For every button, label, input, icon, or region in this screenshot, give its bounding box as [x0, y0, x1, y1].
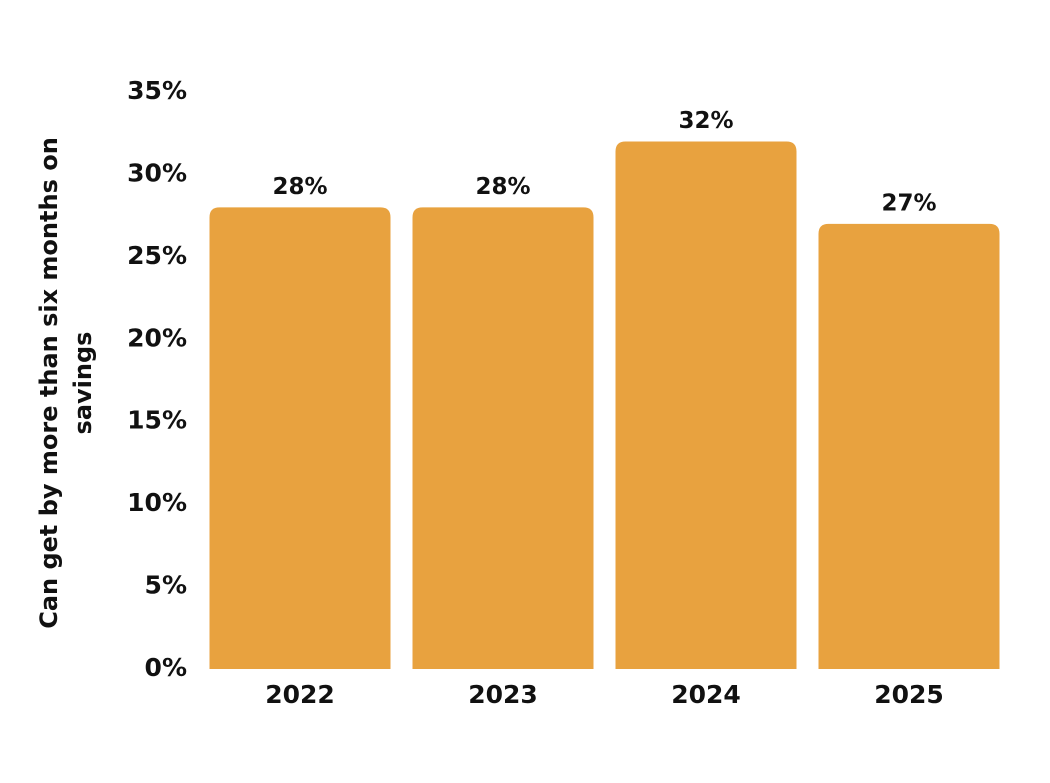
y-tick-label: 25%: [127, 241, 187, 270]
x-tick-label: 2025: [874, 680, 944, 709]
y-tick-label: 30%: [127, 158, 187, 187]
value-label: 32%: [678, 108, 733, 134]
y-tick-label: 35%: [127, 76, 187, 105]
value-label: 28%: [475, 174, 530, 200]
y-tick-label: 20%: [127, 323, 187, 352]
bar: [412, 207, 594, 669]
bar: [209, 207, 391, 669]
y-tick-label: 15%: [127, 406, 187, 435]
x-tick-label: 2022: [265, 680, 335, 709]
bar: [615, 141, 797, 669]
value-label: 27%: [881, 190, 936, 216]
bar: [818, 223, 1000, 669]
y-tick-label: 5%: [145, 571, 187, 600]
x-tick-label: 2024: [671, 680, 741, 709]
value-label: 28%: [272, 174, 327, 200]
y-tick-label: 10%: [127, 488, 187, 517]
y-tick-label: 0%: [145, 653, 187, 682]
x-tick-label: 2023: [468, 680, 538, 709]
